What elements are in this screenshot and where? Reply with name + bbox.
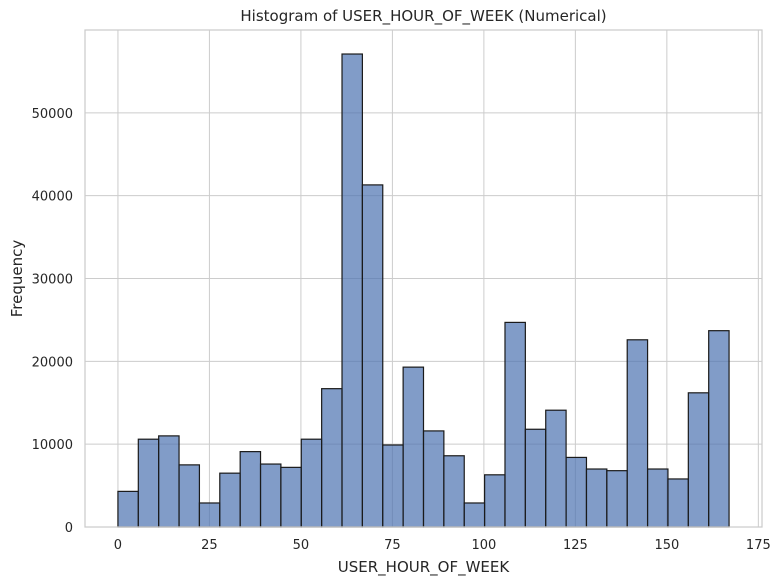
histogram-bar [565,456,588,528]
histogram-bar [504,321,526,528]
y-axis-label: Frequency [8,240,26,318]
x-tick-label: 175 [746,538,771,553]
x-tick-label: 75 [384,538,401,553]
histogram-bar [585,468,608,528]
histogram-bar [361,184,384,528]
histogram-bar [341,53,363,528]
histogram-bar [239,451,262,528]
histogram-bar [117,490,139,528]
y-tick-label: 0 [65,521,73,536]
histogram-bar [402,366,425,528]
x-tick-label: 125 [563,538,588,553]
histogram-bar [259,463,282,528]
x-tick-label: 50 [293,538,310,553]
histogram-bar [158,435,180,528]
histogram-bar [382,444,404,528]
histogram-bar [422,430,445,528]
x-tick-label: 100 [471,538,496,553]
x-tick-label: 25 [201,538,218,553]
histogram-bar [545,409,567,528]
plot-frame [84,29,763,528]
histogram-bar [198,502,221,528]
y-tick-label: 10000 [32,438,73,453]
y-tick-label: 20000 [32,355,73,370]
histogram-bar [443,455,465,528]
histogram-bar [321,388,343,528]
histogram-bar [626,339,649,528]
histogram-bar [646,468,669,528]
chart-title: Histogram of USER_HOUR_OF_WEEK (Numerica… [240,7,606,26]
x-tick-label: 150 [654,538,679,553]
y-tick-label: 40000 [32,190,73,205]
histogram-bar [484,474,506,528]
histogram-bar [524,428,547,528]
histogram-bar [606,470,628,528]
y-tick-label: 30000 [32,273,73,288]
histogram-bar [667,478,689,528]
histogram-bar [463,502,486,528]
histogram-bar [219,472,241,528]
histogram-bar [280,466,302,528]
histogram-bar [137,438,160,528]
histogram-bar [708,330,730,528]
histogram-bar [178,464,201,528]
x-tick-label: 0 [114,538,122,553]
histogram-bar [687,392,710,528]
x-tick-labels: 0 25 50 75 100 125 150 175 [114,538,771,553]
x-axis-label: USER_HOUR_OF_WEEK [338,558,511,577]
y-tick-label: 50000 [32,107,73,122]
histogram-bar [300,438,323,528]
y-tick-labels: 0 10000 20000 30000 40000 50000 [32,107,73,536]
